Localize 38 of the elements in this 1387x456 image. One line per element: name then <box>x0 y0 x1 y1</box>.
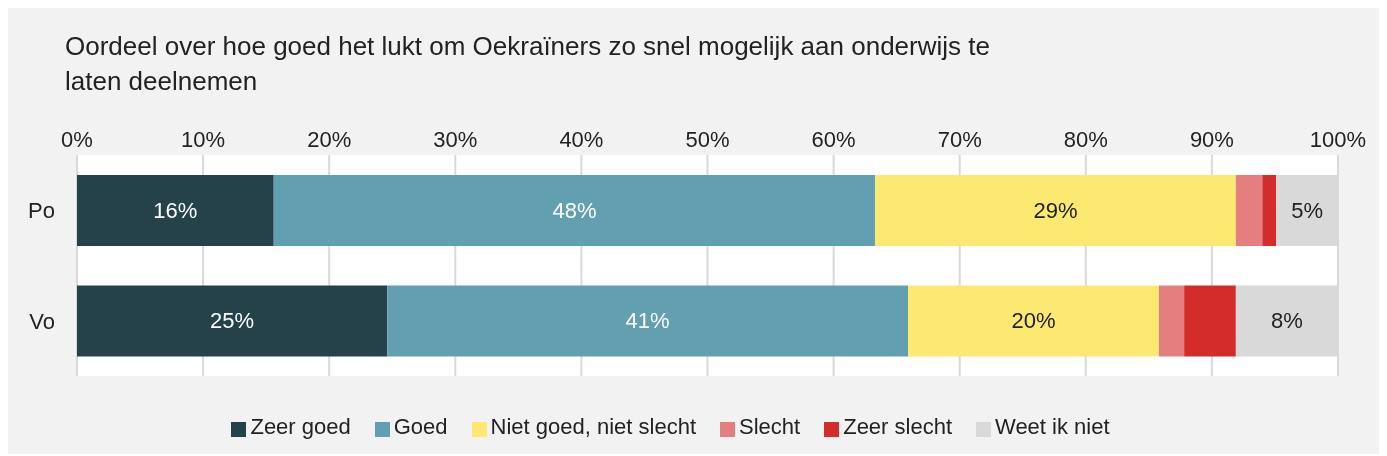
bar <box>908 285 1159 357</box>
data-label: 41% <box>625 308 670 334</box>
bar <box>273 174 876 246</box>
data-label: 20% <box>1011 308 1056 334</box>
legend-label: Weet ik niet <box>995 414 1110 439</box>
y-tick-label: Po <box>28 198 55 224</box>
legend-label: Niet goed, niet slecht <box>490 414 697 439</box>
bar <box>1158 285 1185 357</box>
bar <box>77 174 274 246</box>
x-tick-label: 50% <box>685 127 730 152</box>
legend-label: Zeer slecht <box>843 414 953 439</box>
bar <box>1235 174 1263 246</box>
x-tick-label: 0% <box>61 127 93 152</box>
x-tick-label: 10% <box>181 127 226 152</box>
data-label: 8% <box>1271 308 1303 334</box>
x-tick-label: 40% <box>559 127 604 152</box>
legend-label: Goed <box>393 414 448 439</box>
bar <box>1184 285 1236 357</box>
x-tick-label: 20% <box>307 127 352 152</box>
x-tick-label: 30% <box>433 127 478 152</box>
bar <box>387 285 908 357</box>
data-label: 5% <box>1291 197 1323 223</box>
x-tick-label: 80% <box>1063 127 1108 152</box>
y-tick-label: Vo <box>29 308 55 334</box>
x-tick-label: 70% <box>937 127 982 152</box>
data-label: 29% <box>1033 197 1078 223</box>
x-tick-label: 90% <box>1189 127 1234 152</box>
legend-label: Slecht <box>739 414 801 439</box>
bar <box>875 174 1236 246</box>
data-label: 16% <box>153 197 198 223</box>
x-tick-label: 60% <box>811 127 856 152</box>
bar <box>1262 174 1277 246</box>
data-label: 25% <box>210 308 255 334</box>
chart-title: Oordeel over hoe goed het lukt om Oekraïners zo snel mogelijk aan onderwijs te laten deelnemen <box>65 30 991 98</box>
x-tick-label: 100% <box>1309 127 1367 152</box>
data-label: 48% <box>552 197 597 223</box>
bar <box>77 285 388 357</box>
legend-label: Zeer goed <box>250 414 351 439</box>
